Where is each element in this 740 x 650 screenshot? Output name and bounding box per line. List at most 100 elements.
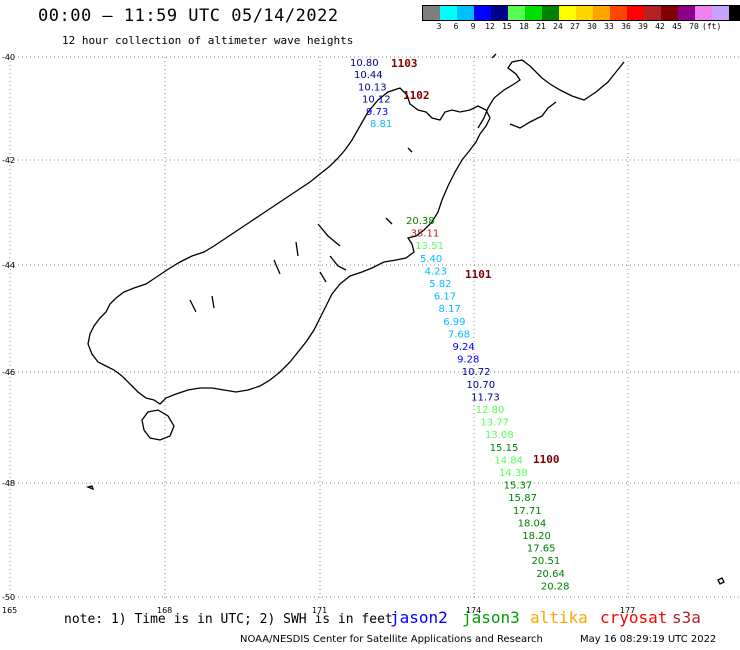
color-scale-label: 24 bbox=[553, 22, 563, 31]
color-swatch bbox=[525, 6, 542, 20]
wave-height-value: 20.38 bbox=[406, 216, 435, 227]
satellite-legend-item: jason2 bbox=[390, 608, 448, 627]
wave-height-value: 8.17 bbox=[439, 304, 461, 315]
color-swatch bbox=[491, 6, 508, 20]
wave-height-value: 9.28 bbox=[457, 355, 479, 366]
wave-height-value: 11.73 bbox=[471, 392, 500, 403]
credit-text: NOAA/NESDIS Center for Satellite Applica… bbox=[240, 634, 543, 645]
wave-height-value: 17.71 bbox=[513, 506, 542, 517]
satellite-legend-item: altika bbox=[530, 608, 588, 627]
satellite-legend-item: cryosat bbox=[600, 608, 668, 627]
wave-height-value: 15.87 bbox=[508, 493, 537, 504]
pass-label: 1101 bbox=[465, 268, 492, 281]
map-title: 00:00 – 11:59 UTC 05/14/2022 bbox=[38, 6, 339, 26]
color-swatch bbox=[661, 6, 678, 20]
color-scale-label: 27 bbox=[570, 22, 580, 31]
color-swatch bbox=[695, 6, 712, 20]
wave-height-value: 14.84 bbox=[494, 455, 523, 466]
lat-label: -48 bbox=[2, 479, 15, 488]
small-island bbox=[717, 577, 725, 585]
south-island-coastline bbox=[87, 87, 491, 405]
wave-height-value: 14.38 bbox=[499, 468, 528, 479]
color-scale-label: 18 bbox=[519, 22, 529, 31]
map-subtitle: 12 hour collection of altimeter wave hei… bbox=[62, 34, 354, 47]
small-island bbox=[85, 485, 95, 491]
color-scale-label: 33 bbox=[604, 22, 614, 31]
wave-height-value: 10.12 bbox=[362, 95, 391, 106]
lat-label: -46 bbox=[2, 368, 15, 377]
wave-height-value: 20.51 bbox=[532, 556, 561, 567]
footnote: note: 1) Time is in UTC; 2) SWH is in fe… bbox=[64, 612, 393, 627]
pass-label: 1103 bbox=[391, 57, 418, 70]
color-scale-label: 45 bbox=[672, 22, 682, 31]
color-swatch bbox=[576, 6, 593, 20]
color-swatch bbox=[644, 6, 661, 20]
wave-height-value: 10.80 bbox=[350, 58, 379, 69]
chatham-detail bbox=[491, 53, 497, 59]
pass-label: 1102 bbox=[403, 89, 430, 102]
wave-height-value: 9.24 bbox=[453, 342, 475, 353]
color-scale-label: 3 bbox=[436, 22, 442, 31]
lon-label: 174 bbox=[466, 606, 481, 615]
wave-height-value: 5.82 bbox=[429, 279, 451, 290]
lat-label: -40 bbox=[2, 53, 15, 62]
wave-height-value: 10.70 bbox=[466, 380, 495, 391]
color-scale-label: 6 bbox=[453, 22, 459, 31]
lat-label: -50 bbox=[2, 593, 15, 602]
color-swatch bbox=[712, 6, 729, 20]
color-swatch bbox=[423, 6, 440, 20]
wave-height-value: 4.23 bbox=[425, 266, 447, 277]
wave-height-value: 13.77 bbox=[480, 418, 509, 429]
color-scale-bar bbox=[422, 5, 740, 21]
color-swatch bbox=[457, 6, 474, 20]
color-swatch bbox=[610, 6, 627, 20]
wave-height-value: 18.20 bbox=[522, 531, 551, 542]
wave-height-value: 9.73 bbox=[366, 107, 388, 118]
lat-label: -44 bbox=[2, 261, 15, 270]
wave-height-value: 15.15 bbox=[490, 443, 519, 454]
lakes bbox=[189, 147, 413, 313]
wave-height-value: 5.40 bbox=[420, 254, 442, 265]
wave-height-value: 10.13 bbox=[358, 82, 387, 93]
wave-height-value: 17.65 bbox=[527, 544, 556, 555]
generation-timestamp: May 16 08:29:19 UTC 2022 bbox=[580, 634, 717, 645]
lon-label: 165 bbox=[2, 606, 17, 615]
lon-label: 177 bbox=[620, 606, 635, 615]
lat-lon-grid bbox=[9, 56, 740, 600]
satellite-legend-item: jason3 bbox=[462, 608, 520, 627]
color-scale-label: 30 bbox=[587, 22, 597, 31]
color-scale-label: 39 bbox=[638, 22, 648, 31]
wave-height-value: 12.80 bbox=[476, 405, 505, 416]
wave-height-value: 13.51 bbox=[415, 241, 444, 252]
wave-height-value: 35.11 bbox=[411, 229, 440, 240]
wave-height-value: 10.44 bbox=[354, 70, 383, 81]
color-scale-label: 70 bbox=[689, 22, 699, 31]
coast-detail bbox=[509, 101, 557, 129]
satellite-legend-item: s3a bbox=[672, 608, 701, 627]
lat-label: -42 bbox=[2, 156, 15, 165]
pass-label: 1100 bbox=[533, 453, 560, 466]
lon-label: 171 bbox=[312, 606, 327, 615]
color-swatch bbox=[627, 6, 644, 20]
wave-height-value: 6.17 bbox=[434, 292, 456, 303]
color-scale-label: (ft) bbox=[702, 22, 722, 31]
color-scale-label: 12 bbox=[485, 22, 495, 31]
color-swatch bbox=[593, 6, 610, 20]
color-swatch bbox=[542, 6, 559, 20]
lon-label: 168 bbox=[157, 606, 172, 615]
wave-height-value: 6.99 bbox=[443, 317, 465, 328]
wave-height-value: 10.72 bbox=[462, 367, 491, 378]
color-swatch bbox=[559, 6, 576, 20]
wave-height-value: 8.81 bbox=[370, 119, 392, 130]
wave-height-value: 7.68 bbox=[448, 329, 470, 340]
wave-height-value: 13.08 bbox=[485, 430, 514, 441]
color-swatch bbox=[678, 6, 695, 20]
color-scale-label: 36 bbox=[621, 22, 631, 31]
color-swatch bbox=[474, 6, 491, 20]
color-scale-label: 15 bbox=[502, 22, 512, 31]
wave-height-value: 20.28 bbox=[541, 581, 570, 592]
north-island-coastline bbox=[477, 59, 625, 129]
